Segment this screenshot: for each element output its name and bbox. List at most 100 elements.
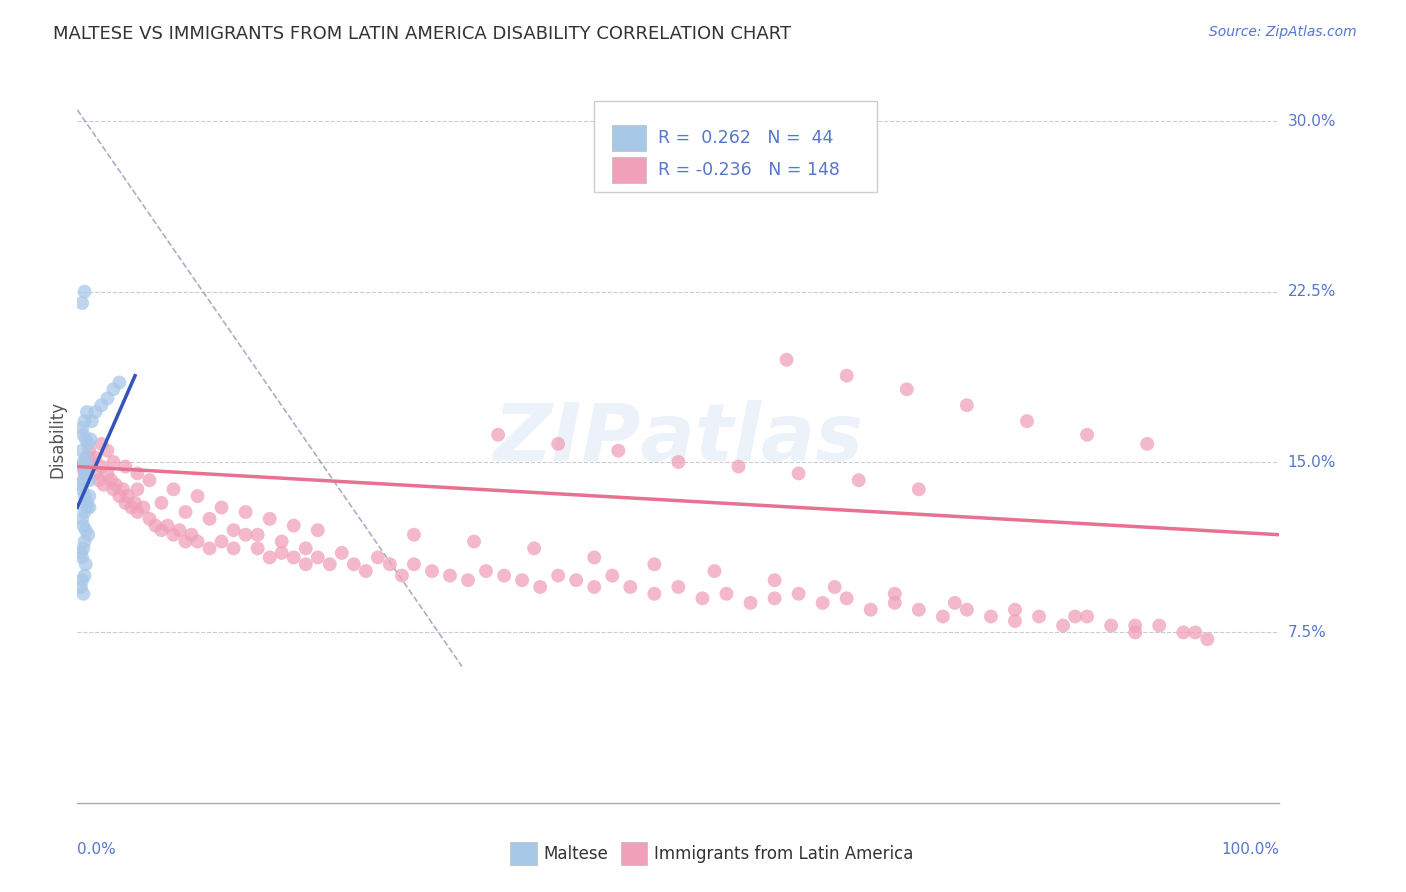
FancyBboxPatch shape (595, 102, 877, 192)
Point (565, 573, 588, 587)
Point (117, 489, 139, 503)
Point (96, 467, 118, 481)
Point (420, 564, 443, 578)
Point (70, 550, 93, 565)
Point (211, 500, 233, 515)
Point (79, 489, 101, 503)
Point (73, 285, 96, 299)
Point (127, 483, 149, 497)
Point (763, 573, 786, 587)
Point (70, 477, 93, 491)
Point (848, 473, 870, 487)
Point (72, 518, 94, 533)
Point (150, 496, 173, 510)
Point (124, 496, 146, 510)
Point (114, 459, 136, 474)
Point (787, 587, 810, 601)
Point (75, 558, 97, 572)
Point (108, 489, 131, 503)
Point (72, 587, 94, 601)
Point (246, 541, 269, 556)
Point (529, 580, 551, 594)
Point (391, 568, 413, 582)
Point (343, 558, 366, 572)
Point (1004, 614, 1026, 628)
Point (883, 596, 905, 610)
Point (72, 473, 94, 487)
Point (186, 489, 209, 503)
Point (583, 550, 606, 565)
Text: 0.0%: 0.0% (77, 842, 117, 856)
Point (402, 527, 425, 541)
Point (100, 473, 122, 487)
Point (1004, 603, 1026, 617)
Point (547, 437, 569, 451)
Point (104, 477, 127, 491)
Point (727, 459, 749, 474)
Point (835, 591, 858, 606)
Point (607, 443, 630, 458)
Point (896, 382, 918, 396)
Point (76, 500, 98, 515)
Point (75, 467, 97, 481)
FancyBboxPatch shape (612, 157, 645, 183)
Point (76, 405, 98, 419)
Point (103, 455, 125, 469)
Point (138, 473, 160, 487)
Point (114, 496, 136, 510)
Point (70, 459, 93, 474)
Point (180, 527, 202, 541)
Point (174, 505, 197, 519)
Point (402, 558, 425, 572)
Point (787, 467, 810, 481)
Point (96, 443, 118, 458)
Point (259, 550, 281, 565)
Point (132, 500, 155, 515)
Point (84, 405, 107, 419)
Point (75, 450, 97, 465)
Point (1197, 632, 1219, 647)
Point (103, 483, 125, 497)
Point (156, 518, 179, 533)
Point (222, 541, 245, 556)
Point (1028, 609, 1050, 624)
Point (73, 467, 96, 481)
Point (79, 443, 101, 458)
Point (73, 505, 96, 519)
Point (1149, 618, 1171, 632)
FancyBboxPatch shape (510, 842, 537, 865)
Point (457, 573, 479, 587)
Point (96, 392, 118, 406)
Point (494, 568, 516, 582)
Point (70, 483, 93, 497)
Text: 30.0%: 30.0% (1288, 114, 1336, 128)
Point (883, 587, 905, 601)
Point (80, 455, 103, 469)
Text: 100.0%: 100.0% (1222, 842, 1279, 856)
Point (908, 603, 931, 617)
Point (439, 568, 461, 582)
Point (811, 596, 834, 610)
Point (72, 427, 94, 442)
Point (943, 596, 966, 610)
Point (76, 450, 98, 465)
Text: MALTESE VS IMMIGRANTS FROM LATIN AMERICA DISABILITY CORRELATION CHART: MALTESE VS IMMIGRANTS FROM LATIN AMERICA… (53, 25, 792, 43)
Point (80, 414, 103, 428)
Point (668, 580, 690, 594)
Point (79, 500, 101, 515)
Point (77, 437, 100, 451)
Point (75, 432, 97, 446)
Point (668, 455, 690, 469)
Point (330, 546, 353, 560)
Point (87, 473, 110, 487)
Point (378, 558, 401, 572)
Point (70, 296, 93, 310)
Text: 22.5%: 22.5% (1288, 285, 1336, 299)
Point (76, 467, 98, 481)
Point (79, 432, 101, 446)
Point (70, 512, 93, 526)
Point (1123, 625, 1146, 640)
Point (619, 580, 641, 594)
FancyBboxPatch shape (620, 842, 647, 865)
Point (547, 568, 569, 582)
